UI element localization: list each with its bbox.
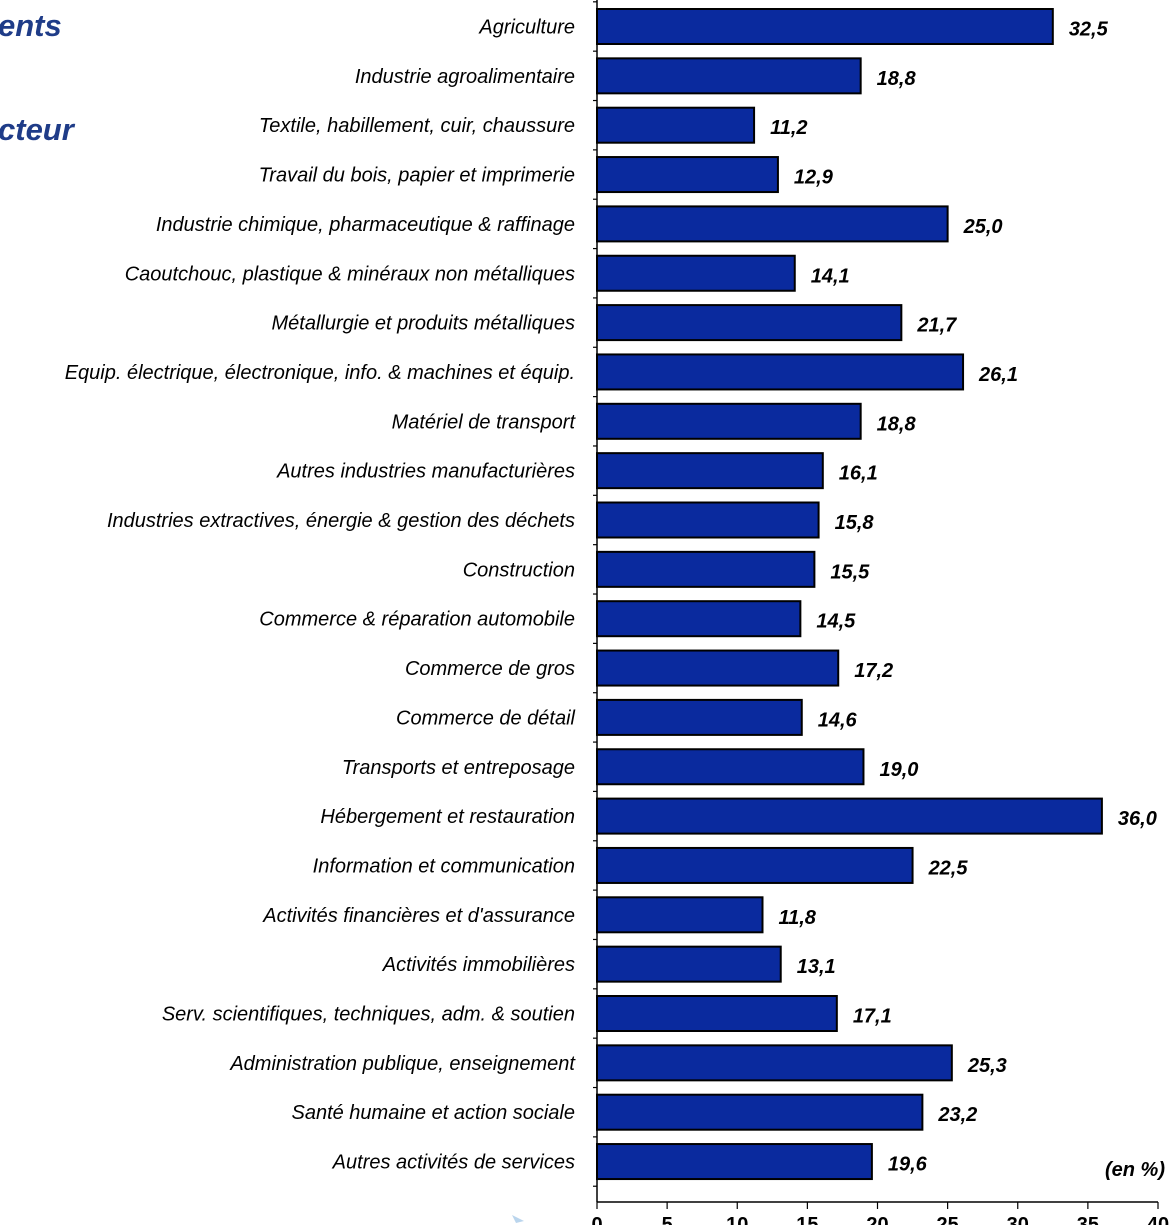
category-label: Matériel de transport bbox=[392, 411, 577, 433]
category-label: Métallurgie et produits métalliques bbox=[272, 313, 576, 335]
bar bbox=[596, 304, 903, 342]
category-label: Administration publique, enseignement bbox=[229, 1053, 576, 1075]
category-labels: Agriculture Industrie agroalimentaire Text… bbox=[65, 17, 577, 1174]
bar bbox=[596, 57, 862, 95]
data-label: 18,8 bbox=[877, 68, 917, 90]
category-label: Commerce de gros bbox=[405, 658, 575, 680]
category-label: Equip. électrique, électronique, info. &… bbox=[65, 362, 575, 384]
data-label: 17,2 bbox=[854, 660, 893, 682]
x-tick-label: 5 bbox=[662, 1214, 673, 1225]
data-label: 14,5 bbox=[816, 611, 856, 633]
category-label: Caoutchouc, plastique & minéraux non mét… bbox=[125, 263, 575, 285]
data-label: 15,8 bbox=[835, 512, 875, 534]
bar bbox=[596, 353, 965, 391]
category-label: Commerce & réparation automobile bbox=[259, 609, 575, 631]
chart-title-fragment: ents bbox=[0, 8, 62, 43]
data-label: 25,3 bbox=[967, 1055, 1007, 1077]
category-label: Textile, habillement, cuir, chaussure bbox=[259, 115, 575, 137]
data-label: 25,0 bbox=[963, 216, 1003, 238]
data-label: 18,8 bbox=[877, 413, 917, 435]
bar bbox=[596, 945, 782, 983]
cursor-icon bbox=[512, 1215, 524, 1223]
bar bbox=[596, 1143, 873, 1181]
bar bbox=[596, 501, 820, 539]
bar bbox=[596, 896, 764, 934]
bar bbox=[596, 1093, 924, 1131]
category-label: Transports et entreposage bbox=[342, 757, 575, 779]
category-label: Autres activités de services bbox=[332, 1152, 575, 1174]
category-label: Activités financières et d'assurance bbox=[262, 905, 575, 927]
chart-title: ents cteur bbox=[0, 0, 140, 160]
data-label: 13,1 bbox=[797, 956, 836, 978]
bar bbox=[596, 205, 949, 243]
data-labels: 32,5 18,8 11,2 12,9 25,0 14,1 21,7 26,1 18,8 16,1… bbox=[770, 19, 1157, 1176]
data-label: 22,5 bbox=[928, 857, 969, 879]
category-label: Travail du bois, papier et imprimerie bbox=[259, 165, 575, 187]
category-label: Industrie agroalimentaire bbox=[355, 66, 575, 88]
data-label: 16,1 bbox=[839, 463, 878, 485]
x-tick-label: 25 bbox=[937, 1214, 959, 1225]
x-tick-label: 0 bbox=[591, 1214, 602, 1225]
category-label: Agriculture bbox=[478, 17, 575, 39]
data-label: 14,6 bbox=[818, 709, 858, 731]
data-label: 11,8 bbox=[778, 907, 816, 929]
category-label: Santé humaine et action sociale bbox=[291, 1102, 575, 1124]
x-tick-label: 10 bbox=[726, 1214, 748, 1225]
unit-label: (en %) bbox=[1105, 1159, 1165, 1181]
data-label: 19,6 bbox=[888, 1154, 928, 1176]
x-tick-label: 15 bbox=[796, 1214, 818, 1225]
bar bbox=[596, 402, 862, 440]
bar-series bbox=[596, 8, 1103, 1181]
bar bbox=[596, 254, 796, 292]
category-label: Commerce de détail bbox=[396, 707, 576, 729]
bar bbox=[596, 550, 816, 588]
category-label: Information et communication bbox=[313, 855, 575, 877]
data-label: 19,0 bbox=[879, 759, 918, 781]
category-label: Serv. scientifiques, techniques, adm. & … bbox=[162, 1004, 575, 1026]
bar bbox=[596, 1044, 953, 1082]
bar bbox=[596, 8, 1054, 45]
data-label: 36,0 bbox=[1118, 808, 1157, 830]
x-tick-label: 35 bbox=[1077, 1214, 1099, 1225]
data-label: 23,2 bbox=[937, 1104, 977, 1126]
data-label: 14,1 bbox=[811, 265, 850, 287]
bar bbox=[596, 649, 840, 687]
bar bbox=[596, 600, 802, 638]
data-label: 32,5 bbox=[1069, 19, 1109, 41]
bar bbox=[596, 106, 756, 144]
chart-subtitle-fragment: cteur bbox=[0, 112, 74, 147]
category-label: Construction bbox=[463, 559, 575, 581]
bar bbox=[596, 452, 824, 490]
data-label: 12,9 bbox=[794, 167, 834, 189]
bar bbox=[596, 995, 838, 1032]
bar bbox=[596, 797, 1103, 835]
bar bbox=[596, 698, 803, 736]
x-tick-label: 20 bbox=[866, 1214, 888, 1225]
x-tick-label: 30 bbox=[1007, 1214, 1029, 1225]
bar bbox=[596, 748, 865, 786]
category-label: Autres industries manufacturières bbox=[276, 461, 575, 483]
category-label: Industries extractives, énergie & gestio… bbox=[107, 510, 575, 532]
category-label: Activités immobilières bbox=[382, 954, 575, 976]
x-tick-label: 40 bbox=[1147, 1214, 1169, 1225]
bar bbox=[596, 846, 914, 884]
data-label: 26,1 bbox=[978, 364, 1018, 386]
category-label: Industrie chimique, pharmaceutique & raf… bbox=[156, 214, 575, 236]
data-label: 17,1 bbox=[853, 1006, 892, 1028]
bar bbox=[596, 156, 779, 194]
category-label: Hébergement et restauration bbox=[320, 806, 575, 828]
data-label: 15,5 bbox=[830, 561, 870, 583]
data-label: 11,2 bbox=[770, 117, 807, 139]
data-label: 21,7 bbox=[916, 315, 957, 337]
